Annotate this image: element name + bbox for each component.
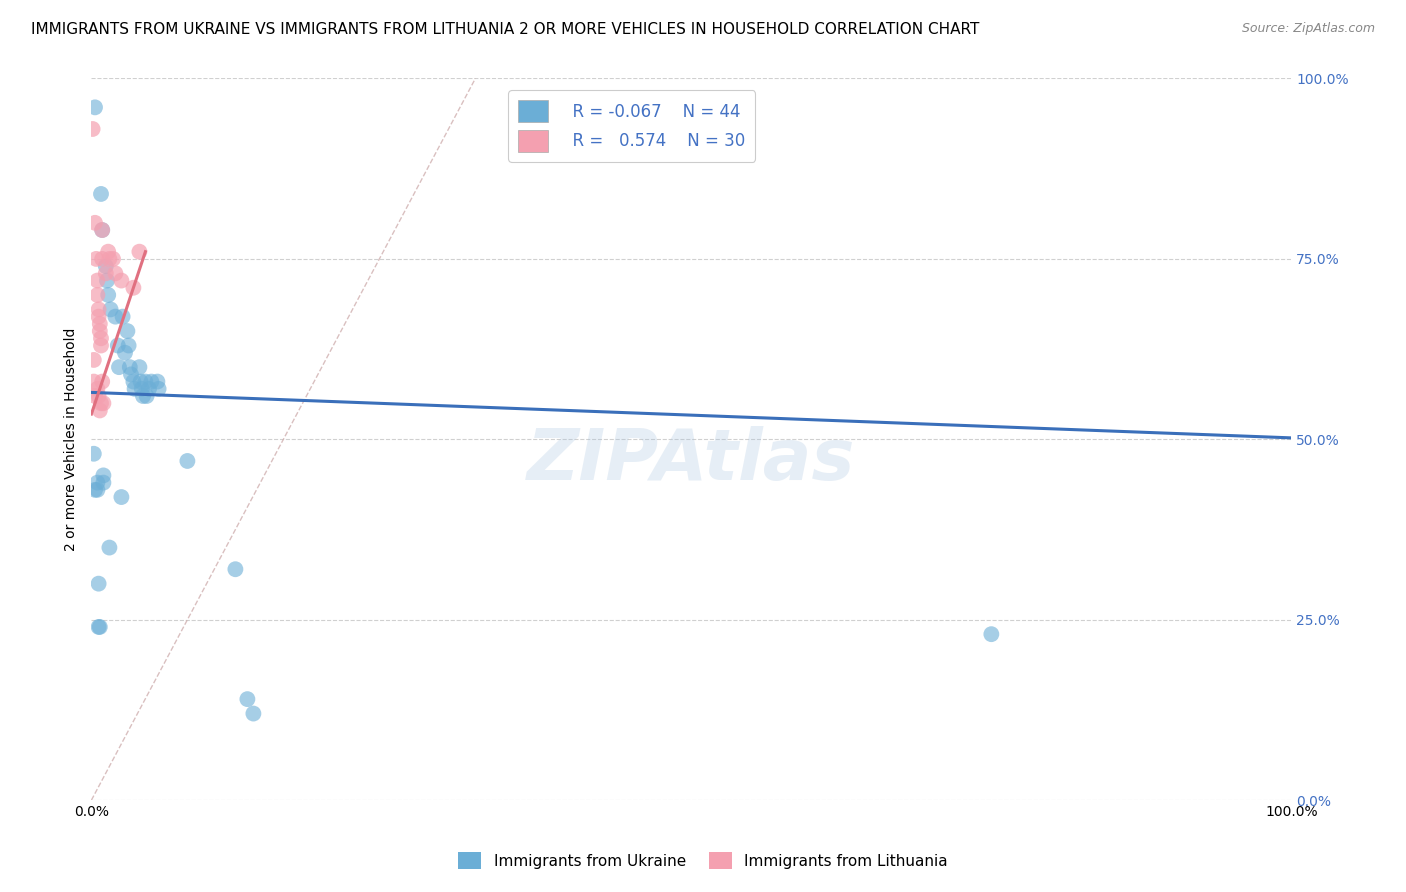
Point <box>146 375 169 389</box>
Point <box>100 302 122 317</box>
Legend:   R = -0.067    N = 44,   R =   0.574    N = 30: R = -0.067 N = 44, R = 0.574 N = 30 <box>509 90 755 161</box>
Point <box>110 274 132 288</box>
Point <box>98 541 121 555</box>
Point <box>135 389 157 403</box>
Text: IMMIGRANTS FROM UKRAINE VS IMMIGRANTS FROM LITHUANIA 2 OR MORE VEHICLES IN HOUSE: IMMIGRANTS FROM UKRAINE VS IMMIGRANTS FR… <box>31 22 980 37</box>
Point <box>122 281 145 295</box>
Point <box>97 288 120 302</box>
Point <box>104 310 127 324</box>
Point <box>108 360 131 375</box>
Point <box>134 375 156 389</box>
Point <box>87 302 110 317</box>
Point <box>93 396 115 410</box>
Point <box>91 252 114 266</box>
Point <box>98 252 121 266</box>
Point <box>96 274 118 288</box>
Point <box>87 389 110 403</box>
Point <box>86 288 108 302</box>
Point <box>87 310 110 324</box>
Point <box>107 338 129 352</box>
Point <box>87 576 110 591</box>
Point <box>118 360 141 375</box>
Point <box>84 483 107 497</box>
Point <box>90 186 112 201</box>
Point <box>86 382 108 396</box>
Point <box>89 324 111 338</box>
Point <box>86 475 108 490</box>
Point <box>117 338 139 352</box>
Point <box>84 216 107 230</box>
Point <box>86 274 108 288</box>
Point <box>122 375 145 389</box>
Point <box>111 310 134 324</box>
Point <box>117 324 139 338</box>
Point <box>93 468 115 483</box>
Point <box>84 389 107 403</box>
Point <box>110 490 132 504</box>
Point <box>84 100 107 114</box>
Point <box>90 338 112 352</box>
Point <box>91 375 114 389</box>
Point <box>236 692 259 706</box>
Point <box>93 475 115 490</box>
Point <box>131 382 153 396</box>
Point <box>128 360 150 375</box>
Point <box>82 122 104 136</box>
Point <box>89 403 111 417</box>
Point <box>91 223 114 237</box>
Point <box>90 331 112 345</box>
Point <box>138 382 160 396</box>
Point <box>132 389 155 403</box>
Point <box>120 368 142 382</box>
Point <box>91 223 114 237</box>
Point <box>124 382 146 396</box>
Point <box>89 317 111 331</box>
Legend: Immigrants from Ukraine, Immigrants from Lithuania: Immigrants from Ukraine, Immigrants from… <box>453 846 953 875</box>
Point <box>86 483 108 497</box>
Point <box>94 259 117 273</box>
Point <box>980 627 1002 641</box>
Text: ZIPAtlas: ZIPAtlas <box>527 426 856 495</box>
Point <box>242 706 264 721</box>
Point <box>129 375 152 389</box>
Point <box>101 252 124 266</box>
Point <box>176 454 198 468</box>
Point <box>90 396 112 410</box>
Point <box>114 345 136 359</box>
Point <box>84 252 107 266</box>
Y-axis label: 2 or more Vehicles in Household: 2 or more Vehicles in Household <box>65 327 79 551</box>
Point <box>224 562 246 576</box>
Text: Source: ZipAtlas.com: Source: ZipAtlas.com <box>1241 22 1375 36</box>
Point <box>89 620 111 634</box>
Point <box>83 353 105 368</box>
Point <box>104 266 127 280</box>
Point <box>94 266 117 280</box>
Point <box>87 620 110 634</box>
Point <box>83 447 105 461</box>
Point <box>148 382 170 396</box>
Point <box>83 375 105 389</box>
Point <box>97 244 120 259</box>
Point <box>141 375 163 389</box>
Point <box>128 244 150 259</box>
